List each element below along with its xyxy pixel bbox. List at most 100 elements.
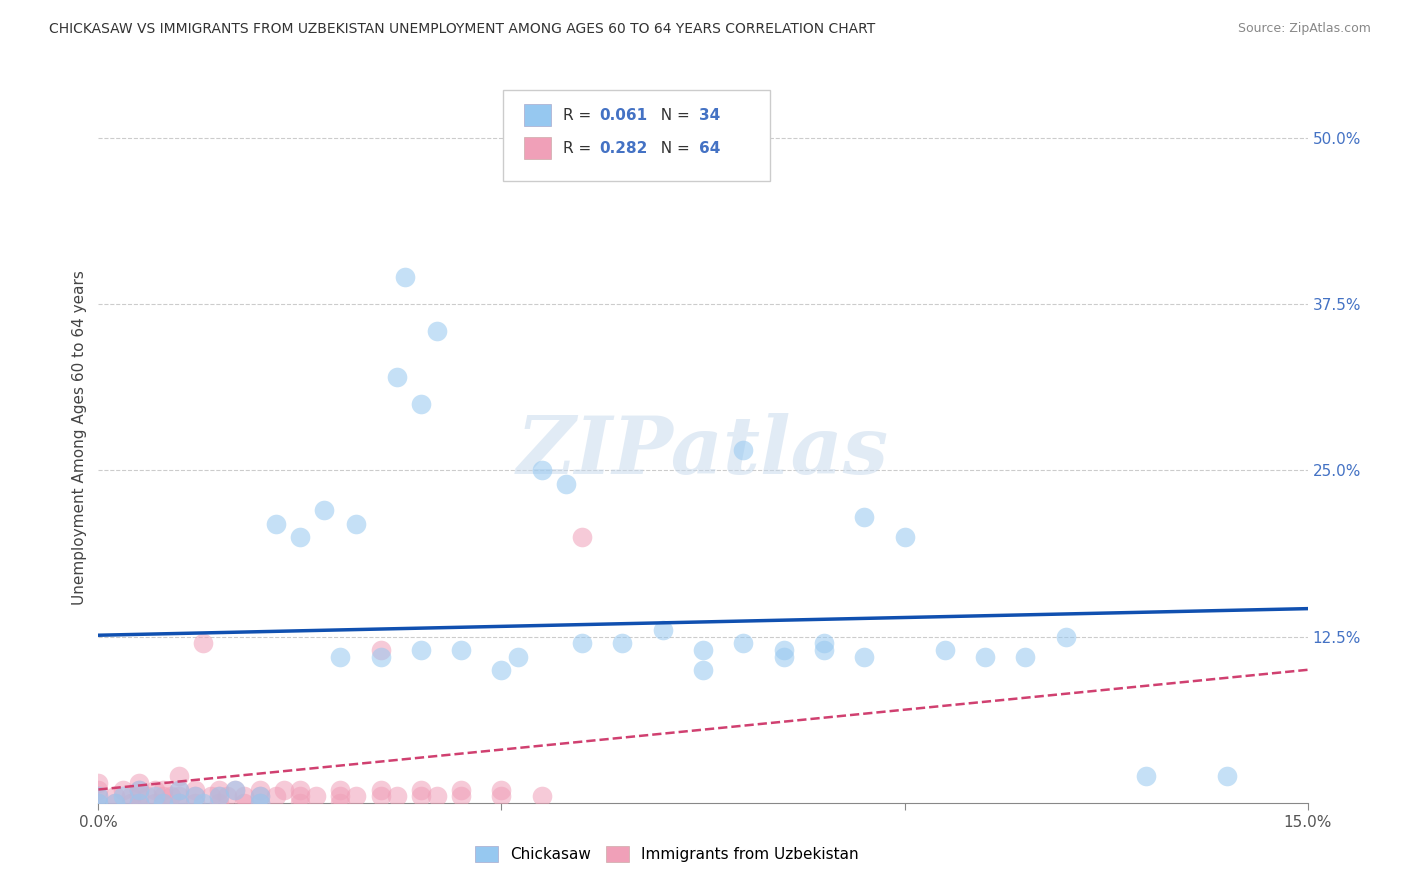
- Point: [692, 643, 714, 657]
- Point: [184, 789, 207, 804]
- Point: [370, 649, 392, 664]
- Point: [208, 796, 231, 810]
- Point: [288, 789, 311, 804]
- Point: [208, 782, 231, 797]
- Point: [813, 643, 835, 657]
- Point: [184, 789, 207, 804]
- Point: [409, 782, 432, 797]
- Point: [733, 443, 755, 458]
- Point: [426, 789, 449, 804]
- Point: [208, 789, 231, 804]
- Point: [120, 789, 142, 804]
- Point: [344, 789, 367, 804]
- Point: [217, 789, 239, 804]
- Point: [506, 649, 529, 664]
- Point: [167, 769, 190, 783]
- Point: [329, 782, 352, 797]
- Point: [1054, 630, 1077, 644]
- Point: [143, 796, 166, 810]
- Point: [772, 643, 794, 657]
- Text: R =: R =: [562, 108, 596, 123]
- Point: [143, 782, 166, 797]
- Point: [370, 782, 392, 797]
- Point: [264, 516, 287, 531]
- Point: [288, 782, 311, 797]
- Point: [692, 663, 714, 677]
- Point: [193, 636, 215, 650]
- Point: [224, 782, 246, 797]
- Text: N =: N =: [651, 141, 695, 156]
- Point: [571, 636, 593, 650]
- Point: [232, 796, 254, 810]
- Point: [167, 789, 190, 804]
- Point: [571, 530, 593, 544]
- Point: [772, 649, 794, 664]
- Point: [152, 796, 174, 810]
- Point: [1014, 649, 1036, 664]
- Point: [200, 789, 222, 804]
- Point: [530, 463, 553, 477]
- Point: [103, 796, 125, 810]
- Point: [184, 782, 207, 797]
- Point: [128, 776, 150, 790]
- FancyBboxPatch shape: [503, 90, 769, 181]
- Point: [208, 789, 231, 804]
- Point: [491, 782, 513, 797]
- Point: [450, 643, 472, 657]
- Text: Source: ZipAtlas.com: Source: ZipAtlas.com: [1237, 22, 1371, 36]
- Point: [409, 643, 432, 657]
- Point: [409, 789, 432, 804]
- Point: [193, 796, 215, 810]
- Point: [167, 796, 190, 810]
- Point: [103, 789, 125, 804]
- Point: [385, 789, 408, 804]
- Point: [305, 789, 328, 804]
- Point: [370, 643, 392, 657]
- Point: [128, 796, 150, 810]
- Text: 0.282: 0.282: [599, 141, 647, 156]
- Point: [934, 643, 956, 657]
- Point: [530, 789, 553, 804]
- Text: N =: N =: [651, 108, 695, 123]
- Point: [152, 789, 174, 804]
- Point: [893, 530, 915, 544]
- Point: [128, 789, 150, 804]
- Point: [224, 782, 246, 797]
- Point: [249, 789, 271, 804]
- Point: [87, 789, 110, 804]
- Point: [329, 649, 352, 664]
- Point: [135, 789, 157, 804]
- Text: CHICKASAW VS IMMIGRANTS FROM UZBEKISTAN UNEMPLOYMENT AMONG AGES 60 TO 64 YEARS C: CHICKASAW VS IMMIGRANTS FROM UZBEKISTAN …: [49, 22, 876, 37]
- Point: [152, 796, 174, 810]
- Legend: Chickasaw, Immigrants from Uzbekistan: Chickasaw, Immigrants from Uzbekistan: [468, 840, 865, 868]
- Text: ZIPatlas: ZIPatlas: [517, 413, 889, 491]
- Point: [87, 796, 110, 810]
- Point: [128, 782, 150, 797]
- Point: [249, 789, 271, 804]
- Point: [733, 636, 755, 650]
- Point: [813, 636, 835, 650]
- Point: [87, 776, 110, 790]
- Point: [651, 623, 673, 637]
- Point: [128, 782, 150, 797]
- Point: [264, 789, 287, 804]
- Point: [111, 782, 134, 797]
- Point: [120, 796, 142, 810]
- Point: [1216, 769, 1239, 783]
- Point: [409, 397, 432, 411]
- Point: [1135, 769, 1157, 783]
- Point: [87, 796, 110, 810]
- Point: [249, 796, 271, 810]
- Point: [167, 782, 190, 797]
- Point: [160, 789, 183, 804]
- Point: [249, 796, 271, 810]
- Point: [329, 796, 352, 810]
- Point: [612, 636, 634, 650]
- Point: [450, 789, 472, 804]
- Point: [314, 503, 336, 517]
- Point: [103, 796, 125, 810]
- Point: [450, 782, 472, 797]
- Point: [426, 324, 449, 338]
- Point: [143, 789, 166, 804]
- Point: [288, 530, 311, 544]
